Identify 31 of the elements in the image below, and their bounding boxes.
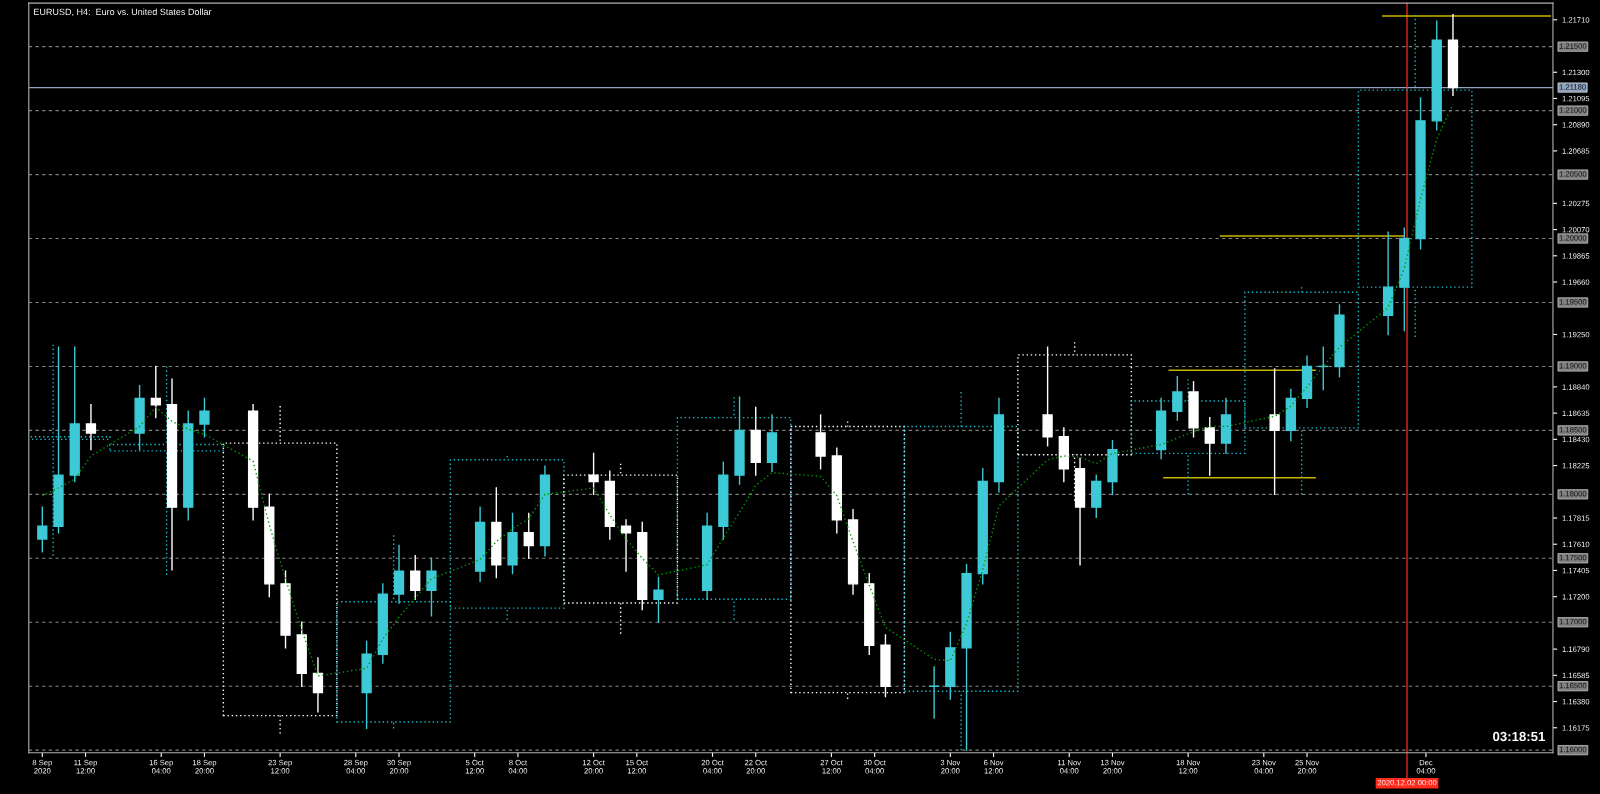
candlestick (847, 508, 859, 595)
candlestick (150, 365, 161, 419)
candlestick (1285, 388, 1296, 442)
candlestick (1058, 427, 1069, 483)
candlestick (993, 397, 1005, 493)
candlestick (1447, 13, 1459, 96)
candlestick (377, 583, 388, 664)
candlestick (1220, 397, 1232, 455)
candlestick (166, 378, 178, 571)
candlestick (312, 657, 324, 713)
candlestick (766, 414, 778, 473)
candlestick (222, 405, 338, 735)
candlestick (1301, 355, 1313, 409)
candlestick (85, 404, 97, 451)
text: EURUSD, H4: Euro vs. United States Dollar (34, 8, 212, 17)
candlestick (474, 506, 486, 583)
candlestick (928, 666, 940, 719)
candlestick (903, 391, 1019, 751)
candlestick (831, 447, 842, 534)
candlestick (676, 396, 792, 621)
candlestick (604, 470, 615, 540)
candlestick (620, 519, 632, 572)
candlestick (1155, 397, 1167, 460)
candlestick (1269, 368, 1280, 496)
annotation: 03:18:51 (1493, 731, 1545, 742)
candlestick (1074, 457, 1086, 566)
candlestick (393, 544, 405, 604)
candlestick (1382, 231, 1394, 336)
candlestick (539, 465, 551, 557)
candlestick (701, 512, 713, 600)
candlestick (1357, 13, 1473, 338)
